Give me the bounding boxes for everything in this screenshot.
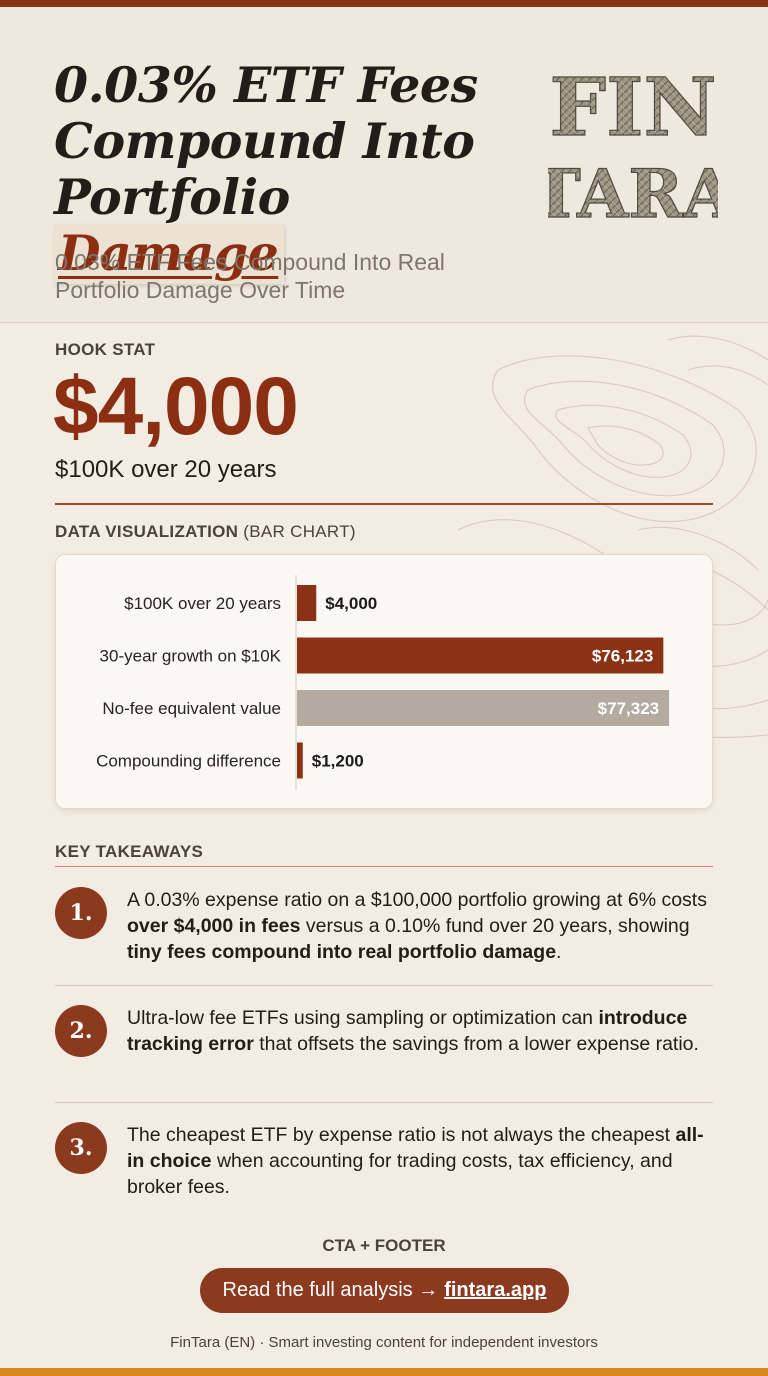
takeaway-segment: A 0.03% expense ratio on a $100,000 port…	[127, 889, 707, 911]
viz-label-paren: (BAR CHART)	[243, 522, 356, 541]
takeaway-segment: The cheapest ETF by expense ratio is not…	[127, 1124, 676, 1146]
bar-category-label: Compounding difference	[96, 752, 281, 771]
logo-fin-text: FIN	[549, 60, 716, 154]
takeaway-text-3: The cheapest ETF by expense ratio is not…	[127, 1122, 717, 1200]
bottom-accent-bar	[0, 1368, 768, 1376]
bar	[297, 742, 303, 779]
title-line-2: Compound Into	[54, 112, 475, 170]
bar-value-label: $76,123	[592, 647, 653, 666]
bar-chart: $100K over 20 years $4,000 30-year growth …	[96, 575, 670, 790]
cta-link[interactable]: fintara.app	[444, 1279, 547, 1301]
takeaway-text-2: Ultra-low fee ETFs using sampling or opt…	[127, 1005, 717, 1057]
takeaway-number-2: 2.	[55, 1005, 107, 1057]
bar-value-label: $77,323	[598, 699, 659, 718]
viz-label-main: DATA VISUALIZATION	[55, 522, 239, 541]
takeaway-segment: .	[556, 941, 562, 963]
title-highlight: Damage	[54, 224, 285, 284]
fintara-logo: FIN TARA	[548, 59, 718, 227]
takeaway-divider	[55, 1102, 713, 1103]
takeaways-rule	[55, 866, 713, 867]
hook-stat-caption: $100K over 20 years	[55, 456, 277, 483]
takeaway-segment: when accounting for trading costs, tax e…	[127, 1150, 673, 1198]
takeaway-emphasis: all-in choice	[127, 1124, 704, 1172]
top-accent-bar	[0, 0, 768, 7]
cta-label: CTA + FOOTER	[322, 1236, 446, 1255]
takeaway-3: 3. The cheapest ETF by expense ratio is …	[55, 1122, 713, 1202]
viz-label: DATA VISUALIZATION (BAR CHART)	[55, 522, 356, 542]
takeaway-emphasis: introduce tracking error	[127, 1007, 688, 1055]
logo-tara-text: TARA	[548, 155, 718, 227]
bar	[297, 637, 664, 674]
bar	[297, 585, 317, 621]
takeaway-segment: Ultra-low fee ETFs using sampling or opt…	[127, 1007, 599, 1029]
takeaway-emphasis: tiny fees compound into real portfolio d…	[127, 941, 557, 963]
cta-button-text: Read the full analysis →	[222, 1279, 439, 1301]
takeaway-divider	[55, 985, 713, 986]
title-line-1: 0.03% ETF Fees	[54, 56, 478, 114]
page-subtitle: 0.03% ETF Fees Compound Into Real Portfo…	[55, 249, 445, 303]
footer-text: FinTara (EN) · Smart investing content f…	[170, 1334, 598, 1351]
takeaway-number-1: 1.	[55, 887, 107, 939]
section-rule	[55, 503, 713, 505]
bar-category-label: 30-year growth on $10K	[100, 647, 282, 666]
page-title: 0.03% ETF Fees Compound Into Portfolio D…	[54, 56, 524, 284]
takeaway-2: 2. Ultra-low fee ETFs using sampling or …	[55, 1005, 713, 1085]
takeaway-number-3: 3.	[55, 1122, 107, 1174]
bar-chart-card: $100K over 20 years $4,000 30-year growth …	[55, 554, 713, 809]
header: 0.03% ETF Fees Compound Into Portfolio D…	[0, 7, 768, 323]
title-line-3: Portfolio	[54, 168, 290, 226]
bar-category-label: $100K over 20 years	[124, 594, 281, 613]
takeaways-label: KEY TAKEAWAYS	[55, 842, 204, 861]
bar	[297, 690, 670, 726]
takeaway-1: 1. A 0.03% expense ratio on a $100,000 p…	[55, 887, 713, 967]
bar-value-label: $1,200	[312, 752, 364, 771]
read-analysis-button[interactable]: Read the full analysis → fintara.app	[200, 1268, 569, 1313]
takeaway-segment: that offsets the savings from a lower ex…	[253, 1033, 699, 1055]
bar-category-label: No-fee equivalent value	[102, 699, 281, 718]
hook-stat-value: $4,000	[53, 361, 299, 452]
takeaway-segment: versus a 0.10% fund over 20 years, showi…	[300, 915, 690, 937]
takeaway-text-1: A 0.03% expense ratio on a $100,000 port…	[127, 887, 717, 965]
hook-stat-label: HOOK STAT	[55, 340, 156, 359]
takeaway-emphasis: over $4,000 in fees	[127, 915, 301, 937]
bar-value-label: $4,000	[325, 594, 377, 613]
